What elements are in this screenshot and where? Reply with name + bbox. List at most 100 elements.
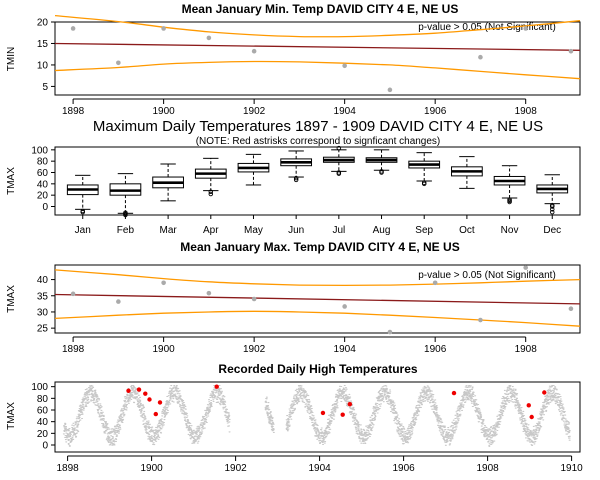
daily-high-xtick-label: 1900 [140, 463, 163, 474]
daily-high-title: Recorded Daily High Temperatures [218, 362, 417, 376]
tmax-jan-pvalue: p-value > 0.05 (Not Significant) [418, 270, 556, 281]
daily-high-ytick-label: 100 [31, 382, 48, 393]
daily-high-extreme-point [529, 414, 534, 420]
tmin-jan-xtick-label: 1902 [243, 106, 266, 117]
daily-high-xtick-label: 1910 [560, 463, 583, 474]
daily-high-extreme-point [451, 390, 457, 396]
daily-high-extreme-point [214, 384, 219, 389]
tmin-jan-ytick-label: 5 [42, 82, 48, 93]
daily-high-extreme-point [153, 411, 158, 417]
daily-high-frame [54, 381, 581, 453]
daily-high-extreme-point [526, 403, 531, 408]
month-label: Aug [373, 225, 391, 236]
daily-high-xtick-label: 1908 [476, 463, 499, 474]
daily-high-ytick-label: 0 [42, 441, 48, 452]
tmin-jan-ytick-label: 20 [37, 18, 49, 29]
month-label: Sep [415, 225, 433, 236]
box-outlier [421, 180, 427, 185]
tmax-jan-point [161, 280, 166, 286]
daily-high-xtick-label: 1906 [392, 463, 415, 474]
tmax-jan-ci-upper [54, 269, 581, 287]
tmax-monthly-title: Maximum Daily Temperatures 1897 - 1909 D… [93, 118, 543, 135]
tmax-jan-point [116, 299, 121, 304]
tmax-monthly-ytick-label: 0 [42, 202, 48, 213]
tmin-jan-panel: Mean January Min. Temp DAVID CITY 4 E, N… [6, 2, 581, 117]
tmin-jan-ci-upper [54, 14, 581, 38]
daily-high-extreme-point [126, 388, 131, 393]
daily-high-extreme-point [136, 387, 142, 392]
tmin-jan-point [478, 54, 483, 60]
daily-high-extreme-point [157, 400, 163, 405]
month-label: Jun [288, 225, 304, 236]
tmin-jan-pvalue: p-value > 0.05 (Not Significant) [418, 22, 556, 33]
tmax-monthly-ytick-label: 100 [31, 145, 48, 156]
daily-high-extreme-point [320, 410, 326, 416]
tmax-jan-xtick-label: 1900 [152, 344, 175, 355]
daily-high-points [62, 384, 571, 447]
tmin-jan-ci-lower [54, 60, 581, 80]
tmax-jan-ytick-label: 25 [37, 324, 49, 335]
box-outlier [293, 177, 299, 183]
tmax-jan-point [251, 296, 257, 302]
month-label: Nov [501, 225, 519, 236]
box-outlier [336, 145, 342, 151]
tmin-jan-title: Mean January Min. Temp DAVID CITY 4 E, N… [182, 2, 459, 16]
tmax-jan-point [568, 306, 574, 312]
daily-high-extreme-point [147, 397, 152, 402]
tmax-jan-point [432, 280, 438, 286]
tmin-jan-xtick-label: 1906 [424, 106, 447, 117]
daily-high-xtick-label: 1898 [56, 463, 79, 474]
box-outlier [550, 203, 555, 208]
tmax-monthly-ytick-label: 80 [37, 157, 49, 168]
tmin-jan-point [116, 60, 121, 66]
box-outlier [379, 169, 384, 174]
tmin-jan-ytick-label: 10 [37, 60, 49, 71]
tmin-jan-point [251, 48, 257, 54]
tmax-jan-ytick-label: 40 [37, 275, 49, 286]
tmin-jan-ylabel: TMIN [6, 47, 17, 71]
tmin-jan-xtick-label: 1904 [334, 106, 357, 117]
tmax-jan-ci-lower [54, 310, 581, 327]
month-label: Feb [117, 225, 135, 236]
tmin-jan-point [70, 26, 76, 31]
daily-high-extreme-point [347, 401, 353, 407]
box-outlier [80, 208, 85, 214]
tmin-jan-point [342, 63, 347, 69]
tmax-monthly-subtitle: (NOTE: Red astrisks correspond to signfi… [196, 136, 441, 147]
daily-high-ytick-label: 40 [37, 417, 49, 428]
daily-high-panel: Recorded Daily High Temperatures TMAX 18… [6, 362, 583, 474]
tmax-monthly-ytick-label: 20 [37, 191, 49, 202]
tmax-monthly-ytick-label: 40 [37, 179, 49, 190]
tmax-jan-xtick-label: 1898 [62, 344, 85, 355]
month-label: Jan [75, 225, 91, 236]
daily-high-ytick-label: 80 [37, 394, 49, 405]
month-label: Mar [159, 225, 177, 236]
daily-high-extreme-point [340, 412, 345, 417]
tmax-jan-xtick-label: 1908 [515, 344, 538, 355]
tmax-jan-xtick-label: 1902 [243, 344, 266, 355]
box-outlier [507, 197, 512, 202]
tmax-jan-point [206, 290, 212, 296]
tmax-jan-point [70, 291, 76, 297]
tmax-monthly-ytick-label: 60 [37, 168, 49, 179]
daily-high-xtick-label: 1904 [308, 463, 331, 474]
tmax-jan-ylabel: TMAX [6, 285, 17, 313]
box-outlier [293, 175, 299, 181]
tmin-jan-trend-line [54, 42, 581, 51]
tmax-jan-xtick-label: 1906 [424, 344, 447, 355]
tmax-jan-point [342, 304, 347, 309]
month-label: Dec [543, 225, 561, 236]
daily-high-extreme-point [542, 390, 547, 395]
tmax-jan-ytick-label: 35 [37, 291, 49, 302]
tmin-jan-xtick-label: 1908 [515, 106, 538, 117]
month-label: Apr [203, 225, 219, 236]
tmax-monthly-ylabel: TMAX [6, 167, 17, 195]
tmax-jan-xtick-label: 1904 [334, 344, 357, 355]
tmin-jan-xtick-label: 1900 [152, 106, 175, 117]
daily-high-extreme-point [143, 391, 148, 396]
tmin-jan-xtick-label: 1898 [62, 106, 85, 117]
tmax-jan-ytick-label: 30 [37, 307, 49, 318]
tmin-jan-point [206, 35, 212, 41]
